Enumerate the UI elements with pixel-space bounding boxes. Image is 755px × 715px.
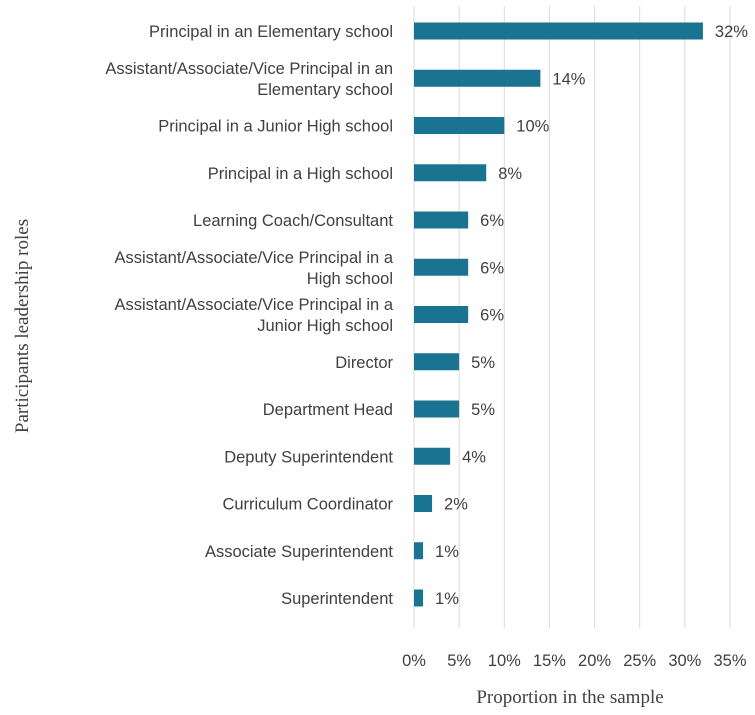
data-label: 5% bbox=[471, 401, 495, 419]
data-label: 1% bbox=[435, 543, 459, 561]
bar bbox=[414, 495, 433, 512]
data-labels: 32% 14% 10% 8% 6% 6% 6% 5% 5% 4% 2% 1% 1% bbox=[435, 23, 748, 608]
category-label-line: High school bbox=[307, 270, 393, 288]
category-label-line: Assistant/Associate/Vice Principal in an bbox=[105, 60, 393, 78]
category-label-line: Elementary school bbox=[257, 81, 393, 99]
category-label: Associate Superintendent bbox=[205, 543, 393, 561]
data-label: 8% bbox=[498, 165, 522, 183]
bar bbox=[414, 117, 505, 134]
bar bbox=[414, 353, 460, 371]
category-label: Principal in a Junior High school bbox=[158, 118, 393, 136]
category-label: Assistant/Associate/Vice Principal in a J… bbox=[115, 296, 394, 335]
bar bbox=[414, 69, 541, 87]
category-label-line: Principal in a Junior High school bbox=[158, 118, 393, 136]
bar bbox=[414, 22, 703, 40]
category-label: Principal in an Elementary school bbox=[149, 23, 393, 41]
bar bbox=[414, 400, 460, 418]
x-tick-label: 0% bbox=[402, 652, 426, 670]
x-axis-title: Proportion in the sample bbox=[476, 687, 663, 708]
x-tick-label: 35% bbox=[713, 652, 746, 670]
category-label-line: Superintendent bbox=[281, 590, 393, 608]
category-label-line: Curriculum Coordinator bbox=[222, 496, 393, 514]
category-label-line: Principal in a High school bbox=[208, 165, 393, 183]
data-label: 2% bbox=[444, 496, 468, 514]
data-label: 6% bbox=[480, 259, 504, 277]
bar bbox=[414, 211, 469, 229]
y-axis-title: Participants leadership roles bbox=[12, 219, 33, 433]
bar bbox=[414, 306, 469, 323]
data-label: 4% bbox=[462, 448, 486, 466]
category-label: Assistant/Associate/Vice Principal in an… bbox=[105, 60, 393, 99]
data-label: 6% bbox=[480, 212, 504, 230]
data-label: 32% bbox=[715, 23, 748, 41]
bar bbox=[414, 447, 451, 465]
category-label: Director bbox=[335, 354, 393, 372]
category-label-line: Assistant/Associate/Vice Principal in a bbox=[115, 249, 394, 267]
category-label: Principal in a High school bbox=[208, 165, 393, 183]
x-tick-label: 25% bbox=[623, 652, 656, 670]
x-tick-label: 20% bbox=[578, 652, 611, 670]
data-label: 10% bbox=[516, 118, 549, 136]
category-label: Deputy Superintendent bbox=[224, 448, 393, 466]
category-label-line: Deputy Superintendent bbox=[224, 448, 393, 466]
category-label-line: Principal in an Elementary school bbox=[149, 23, 393, 41]
category-label: Assistant/Associate/Vice Principal in a H… bbox=[115, 249, 394, 288]
bars bbox=[414, 22, 703, 607]
gridlines bbox=[413, 6, 731, 628]
bar bbox=[414, 542, 424, 560]
category-label-line: Department Head bbox=[263, 401, 393, 419]
category-label: Learning Coach/Consultant bbox=[193, 212, 393, 230]
data-label: 1% bbox=[435, 590, 459, 608]
bar bbox=[414, 258, 469, 276]
data-label: 5% bbox=[471, 354, 495, 372]
bar bbox=[414, 164, 487, 182]
category-label: Curriculum Coordinator bbox=[222, 496, 393, 514]
category-label-line: Learning Coach/Consultant bbox=[193, 212, 393, 230]
x-tick-labels: 0% 5% 10% 15% 20% 25% 30% 35% bbox=[402, 652, 747, 670]
category-label: Superintendent bbox=[281, 590, 393, 608]
category-label-line: Assistant/Associate/Vice Principal in a bbox=[115, 296, 394, 314]
x-tick-label: 30% bbox=[668, 652, 701, 670]
category-label-line: Associate Superintendent bbox=[205, 543, 393, 561]
x-tick-label: 5% bbox=[447, 652, 471, 670]
x-tick-label: 15% bbox=[533, 652, 566, 670]
bar bbox=[414, 589, 424, 607]
category-label: Department Head bbox=[263, 401, 393, 419]
data-label: 14% bbox=[552, 70, 585, 88]
x-tick-label: 10% bbox=[488, 652, 521, 670]
category-label-line: Director bbox=[335, 354, 393, 372]
category-labels: Principal in an Elementary school Assista… bbox=[105, 23, 393, 608]
category-label-line: Junior High school bbox=[257, 317, 393, 335]
data-label: 6% bbox=[480, 307, 504, 325]
